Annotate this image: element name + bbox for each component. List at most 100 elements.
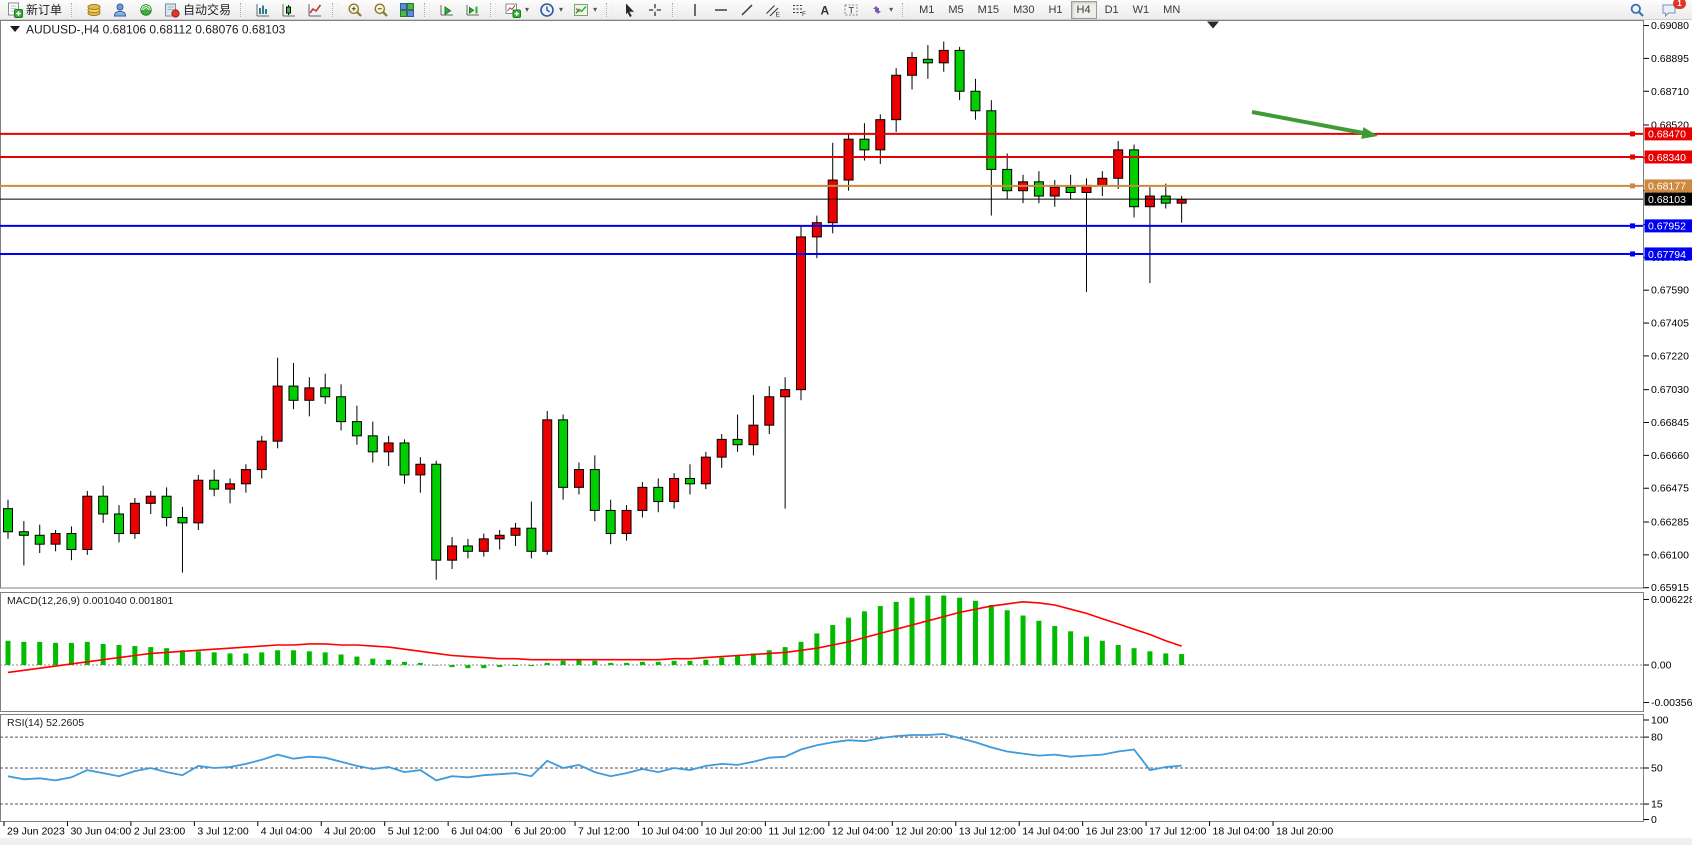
rsi-axis[interactable]: 100 80 50 15 0	[1643, 715, 1669, 827]
trendline-button[interactable]	[735, 1, 759, 19]
candle	[1160, 195, 1171, 204]
horizontal-line-button[interactable]	[709, 1, 733, 19]
macd-histogram-bar	[386, 659, 392, 665]
tile-windows-button[interactable]	[395, 1, 419, 19]
templates-button[interactable]	[569, 1, 601, 19]
cursor-button[interactable]	[617, 1, 641, 19]
price-tick-label: 0.67220	[1651, 350, 1689, 362]
macd-histogram-bar	[1115, 645, 1121, 665]
timeframe-m15-button[interactable]: M15	[972, 1, 1005, 19]
time-tick-label: 16 Jul 23:00	[1086, 826, 1143, 838]
chart-canvas[interactable]: 0.690800.688950.687100.685200.683350.681…	[0, 20, 1692, 845]
text-button[interactable]: A	[813, 1, 837, 19]
candle	[367, 435, 378, 453]
time-tick-label: 11 Jul 12:00	[768, 826, 825, 838]
macd-histogram-bar	[116, 645, 122, 665]
coins-icon	[86, 2, 102, 18]
horizontal-line-icon	[713, 2, 729, 18]
candle	[415, 463, 426, 476]
autotrading-button[interactable]: 自动交易	[160, 1, 235, 19]
toolbar-separator	[490, 2, 497, 17]
time-axis[interactable]: 29 Jun 2023 30 Jun 04:00 2 Jul 23:00 3 Jul …	[3, 821, 1333, 838]
arrows-button[interactable]	[865, 1, 897, 19]
line-price-label	[1644, 179, 1692, 193]
macd-histogram-bar	[814, 633, 820, 665]
arrow-object-head[interactable]	[1361, 127, 1378, 139]
vertical-line-button[interactable]	[683, 1, 707, 19]
macd-histogram-bar	[957, 597, 963, 665]
rsi-tick-label: 80	[1651, 732, 1663, 744]
candle	[304, 387, 315, 401]
signals-icon	[138, 2, 154, 18]
candle	[98, 495, 109, 515]
rsi-tick-label: 0	[1651, 814, 1657, 826]
macd-histogram-bar	[893, 601, 899, 665]
price-axis[interactable]: 0.690800.688950.687100.685200.683350.681…	[1643, 20, 1690, 594]
crosshair-button[interactable]	[643, 1, 667, 19]
line-handle[interactable]	[1630, 251, 1635, 257]
bar-chart-button[interactable]	[251, 1, 275, 19]
candle	[669, 477, 680, 503]
current-price-label-text: 0.68103	[1648, 194, 1686, 206]
candle	[716, 438, 727, 458]
zoom-out-button[interactable]	[369, 1, 393, 19]
clock-button[interactable]	[535, 1, 567, 19]
timeframe-h4-button[interactable]: H4	[1070, 0, 1097, 19]
chat-button[interactable]: 1	[1657, 0, 1686, 19]
auto-scroll-button[interactable]	[435, 1, 459, 19]
line-handle[interactable]	[1630, 223, 1635, 229]
timeframe-m5-button[interactable]: M5	[942, 1, 969, 19]
line-handle[interactable]	[1630, 131, 1635, 137]
candle	[700, 456, 711, 485]
macd-axis[interactable]: 0.006228 0.00 -0.003564	[1643, 594, 1692, 709]
timeframe-mn-button[interactable]: MN	[1157, 1, 1186, 19]
macd-histogram-bar	[608, 662, 614, 665]
macd-histogram-bar	[465, 665, 471, 669]
fibonacci-button[interactable]: F	[787, 1, 811, 19]
candle	[605, 509, 616, 535]
candle	[796, 236, 806, 391]
text-label-button[interactable]: T	[839, 1, 863, 19]
macd-pane[interactable]	[0, 592, 1644, 712]
search-button[interactable]	[1625, 1, 1649, 19]
macd-histogram-bar	[433, 665, 439, 666]
rsi-tick-label: 15	[1651, 799, 1663, 811]
timeframe-d1-button[interactable]: D1	[1099, 1, 1125, 19]
timeframe-m1-button[interactable]: M1	[913, 1, 940, 19]
macd-histogram-bar	[576, 659, 582, 665]
toolbar-separator	[424, 2, 431, 17]
new-order-button[interactable]: 新订单	[3, 1, 66, 19]
trendline-icon	[739, 2, 755, 18]
timeframe-h1-button[interactable]: H1	[1042, 1, 1068, 19]
community-button[interactable]	[108, 1, 132, 19]
arrow-object[interactable]	[1251, 110, 1367, 136]
price-tick-label: 0.66100	[1651, 549, 1689, 561]
candle-chart-button[interactable]	[277, 1, 301, 19]
one-click-trading-toggle[interactable]	[10, 26, 20, 32]
rsi-plot	[0, 733, 1643, 805]
chart-shift-marker[interactable]	[1207, 21, 1219, 29]
chart-shift-button[interactable]	[461, 1, 485, 19]
signals-button[interactable]	[134, 1, 158, 19]
new-chart-button[interactable]	[501, 1, 533, 19]
line-chart-button[interactable]	[303, 1, 327, 19]
channel-button[interactable]: E	[761, 1, 785, 19]
zoom-out-icon	[373, 2, 389, 18]
macd-histogram-bar	[1179, 654, 1185, 665]
candle	[288, 385, 299, 401]
line-handle[interactable]	[1630, 154, 1635, 160]
macd-histogram-bar	[148, 647, 154, 665]
toolbar-right-icons: 1	[1624, 0, 1690, 19]
price-pane[interactable]	[0, 20, 1644, 589]
timeframe-m30-button[interactable]: M30	[1007, 1, 1040, 19]
button-label: M15	[977, 3, 1000, 16]
zoom-in-button[interactable]	[343, 1, 367, 19]
line-handle[interactable]	[1630, 183, 1635, 189]
macd-histogram-bar	[164, 648, 170, 665]
macd-histogram-bar	[941, 595, 947, 665]
timeframe-w1-button[interactable]: W1	[1127, 1, 1156, 19]
candle	[732, 438, 743, 446]
macd-histogram-bar	[592, 660, 598, 665]
coins-button[interactable]	[82, 1, 106, 19]
candle	[891, 74, 902, 121]
